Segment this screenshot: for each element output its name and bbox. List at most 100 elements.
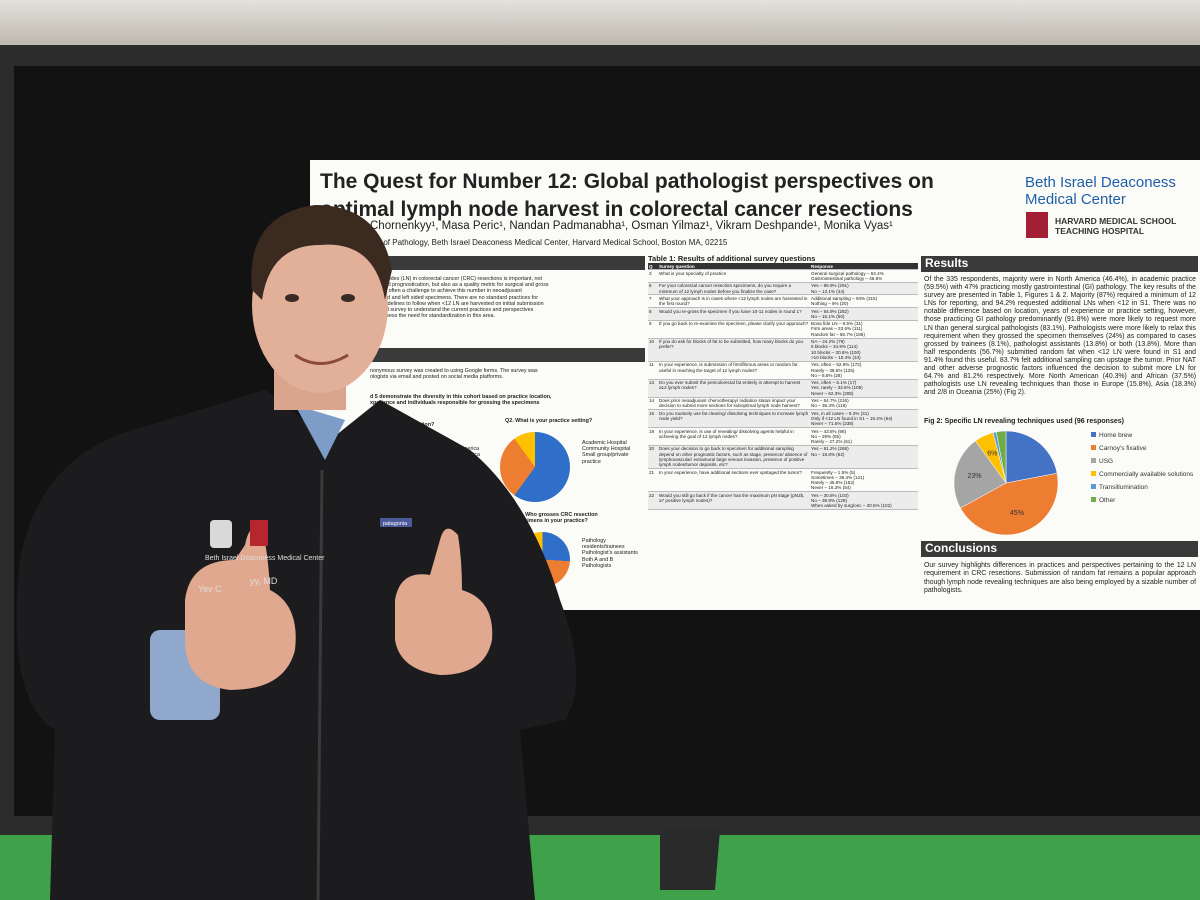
question-cell: In your experience, have additional sect… [658,468,810,493]
legend-item: Both A and B [582,556,614,563]
header-cell: Survey question [658,263,810,271]
response-cell: Yes – 64.7% (216) No – 35.3% (118) [810,397,918,411]
table-row: 13 Do you ever submit the pericolorectal … [648,379,918,398]
legend-swatch [1091,432,1096,437]
table-row: 19 In your experience, is use of revealin… [648,427,918,446]
question-cell: Does your decision to go back to specime… [658,445,810,470]
jacket-name-end: yy, MD [250,576,278,586]
table-row: 22 Would you still go back if the cancer … [648,491,918,511]
survey-table: Q Survey question Response 3 What is your sp… [648,263,918,511]
response-cell: Yes, often – 52.9% (172) Rarely – 38.5% (… [810,361,918,380]
response-line: Random fat – 56.7% (186) [811,331,865,337]
response-line: NA – 24.2% (79) [811,339,845,345]
poster-title: The Quest for Number 12: Global patholog… [320,170,934,221]
conclusions-text: Our survey highlights differences in pra… [924,562,1196,595]
header-cell: Response [810,263,918,271]
q5-title: Q5. Who grosses CRC resection specimens … [515,512,598,525]
legend-swatch [1091,458,1096,463]
response-line: Yes – 84.9% (282) [811,308,849,314]
question-cell: What your approach is in cases where <12… [658,294,810,309]
response-line: Yes, rarely – 32.6% (109) [811,385,863,391]
zipper [316,469,324,900]
response-line: Frequently – 1.5% (5) [811,469,856,475]
q-cell: 3 [648,269,658,283]
intro-line: a global survey to understand the curren… [370,307,534,314]
response-line: Yes, often – 5.1% (17) [811,380,857,386]
results-heading: Results [921,256,1198,272]
response-line: 5 blocks – 34.9% (114) [811,344,858,350]
q-cell: 7 [648,294,658,309]
table-row: 6 For your colorectal cancer resection sp… [648,282,918,296]
note-line: d 5 demonstrate the diversity in this co… [370,394,552,400]
q-cell: 11 [648,361,658,380]
response-line: Bona fide LN – 9.5% (31) [811,321,863,327]
response-line: Yes – 30.8% (103) [811,492,849,498]
response-line: No – 38.8% (129) [811,498,848,504]
legend-label: Carnoy's fixative [1099,445,1147,452]
legend-item: Community Hospital [582,446,631,453]
question-cell: Does prior neoadjuvant chemotherapy/ rad… [658,397,810,411]
response-line: Rarely – 38.5% (125) [811,367,855,373]
background-person-legs [660,830,720,890]
logo-sub: HARVARD MEDICAL SCHOOL TEACHING HOSPITAL [1055,216,1177,236]
legend-swatch [1091,497,1096,502]
face [252,217,388,393]
response-line: No – 8.6% (28) [811,372,842,378]
legend-swatch [1091,445,1096,450]
table-header: Q Survey question Response [648,263,918,271]
legend-item: Pathology residents/trainees [582,538,625,551]
q-cell: 14 [648,397,658,411]
response-line: Yes – 64.7% (216) [811,398,849,404]
intro-line: and assess the need for standardization … [370,313,495,320]
legend-item: Pathologist's assistants [582,550,638,557]
legend-label: Transillumination [1099,484,1148,491]
response-cell: Additional sampling – 94% (315) Nothing –… [810,294,918,309]
q-cell: 13 [648,379,658,398]
response-line: 10 blocks – 30.6% (100) [811,349,861,355]
q2-title: Q2. What is your practice setting? [505,418,593,424]
legend-label: Other [1099,497,1116,504]
logo-name: Beth Israel Deaconess Medical Center [1025,174,1176,208]
methods-line: nonymous survey was created to using Goo… [370,368,538,374]
legend-label: USG [1099,458,1113,465]
response-cell: General surgical pathology – 53.4% Gastro… [810,269,918,283]
pie-slice [953,440,1007,509]
response-line: Never – 16.3% (54) [811,485,851,491]
jacket [16,390,577,900]
smile [294,353,349,365]
table-row: 8 Would you re-gross the specimen if you … [648,307,918,321]
response-cell: Frequently – 1.5% (5) Sometimes – 36.4% (… [810,468,918,493]
response-line: When asked by surg/onc – 30.5% (102) [811,503,892,509]
response-line: Sometimes – 36.4% (121) [811,474,865,480]
response-line: >10 blocks – 10.4% (34) [811,354,861,360]
response-cell: Yes – 84.9% (282) No – 15.1% (50) [810,307,918,321]
q-cell: 15 [648,409,658,429]
response-line: Additional sampling – 94% (315) [811,295,878,301]
response-cell: Yes – 86.9% (291) No – 13.1% (44) [810,282,918,296]
jacket-logo-text: Beth Israel Deaconess Medical Center [205,555,325,562]
intro-line: ) treated and left sided specimens. Ther… [370,294,538,301]
brand-tag [380,518,412,527]
question-cell: Do you ever submit the pericolorectal fa… [658,379,810,398]
figures-note: d 5 demonstrate the diversity in this co… [370,394,645,406]
response-line: No – 15.1% (50) [811,313,845,319]
table-row: 15 Do you routinely use fat clearing/ dis… [648,409,918,429]
response-line: Yes – 81.2% (268) [811,446,849,452]
legend-item: Small group/private practice [582,452,629,465]
table-row: 3 What is your specialty of practice Gener… [648,269,918,283]
slice-label: 6% [987,451,997,458]
jacket-name: Yev C [198,584,222,594]
response-line: General surgical pathology – 53.4% [811,270,884,276]
q-cell: 9 [648,320,658,339]
question-cell: Do you routinely use fat clearing/ disso… [658,409,810,429]
brand-text: patagonia [383,521,408,527]
methods-line: ologists via email and posted on social … [370,374,504,381]
conclusions-heading: Conclusions [921,541,1198,557]
response-line: No – 13.1% (44) [811,288,845,294]
legend-label: Home brew [1099,432,1133,439]
results-text: Of the 335 respondents, majority were in… [924,276,1196,397]
legend-swatch [1091,484,1096,489]
table-row: 14 Does prior neoadjuvant chemotherapy/ r… [648,397,918,411]
